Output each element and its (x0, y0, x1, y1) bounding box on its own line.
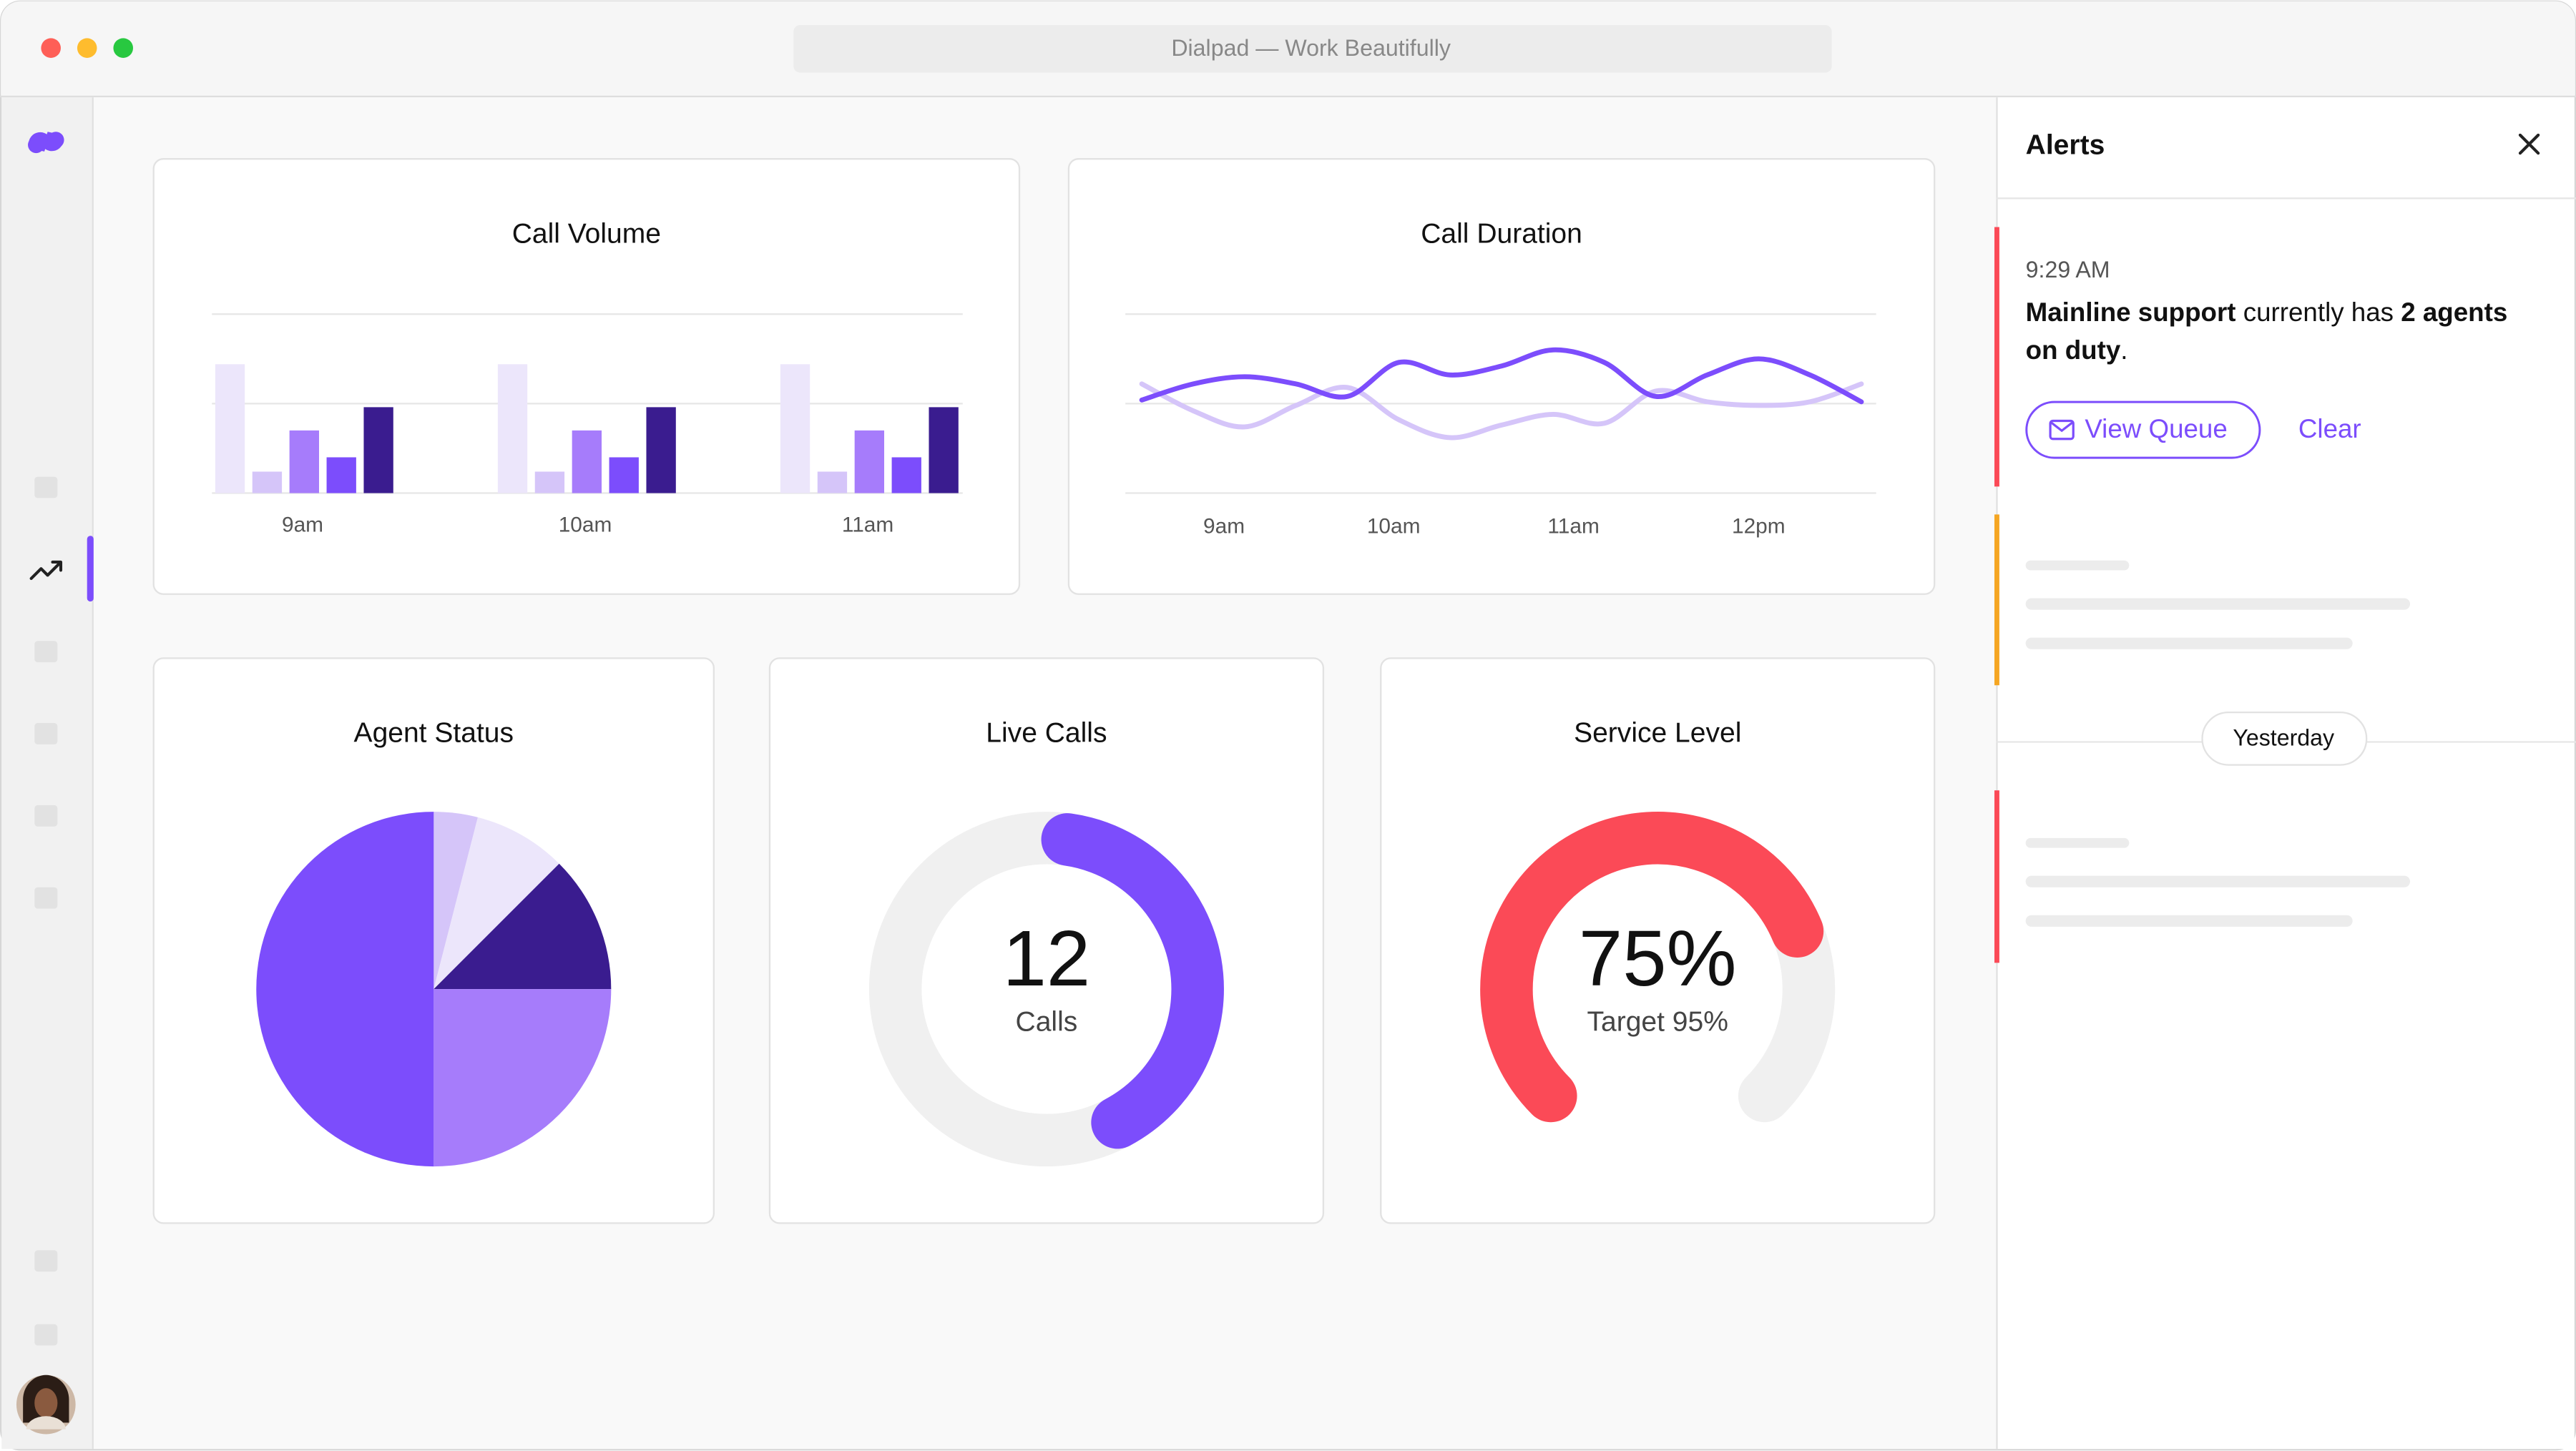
button-outline (2025, 400, 2261, 459)
close-light[interactable] (41, 38, 61, 58)
nav-icon[interactable] (34, 1324, 58, 1346)
bar (929, 407, 959, 493)
gauge-value: 75% (1579, 915, 1737, 1003)
bar (363, 407, 393, 493)
pie-slice (434, 863, 612, 990)
avatar-shirt (26, 1416, 66, 1430)
panel-title: Alerts (2026, 129, 2105, 160)
bar (780, 364, 810, 493)
bar (572, 430, 602, 493)
alert-severity-bar (1994, 227, 1999, 487)
pie-slice (434, 817, 559, 990)
pie-slice (434, 812, 478, 990)
logo-part (28, 137, 45, 154)
line-series (1139, 381, 1864, 441)
pie-slice (434, 989, 612, 1167)
skeleton (2025, 837, 2130, 848)
skeleton (2025, 875, 2411, 887)
card-title: Live Calls (986, 717, 1107, 748)
skeleton (2025, 560, 2130, 571)
x-tick-label: 11am (842, 513, 893, 536)
gauge-arc (1480, 812, 1824, 1123)
x-tick-label: 10am (559, 513, 612, 536)
donut-arc (1041, 813, 1224, 1149)
nav-icon[interactable] (34, 1250, 58, 1272)
alerts-panel (1996, 97, 2575, 1450)
bar (252, 471, 283, 493)
card-title: Call Duration (1421, 218, 1582, 249)
bar (326, 457, 356, 493)
mail-icon (2050, 421, 2074, 433)
skeleton (2025, 915, 2353, 927)
divider-label: Yesterday (2233, 725, 2334, 751)
nav-icon[interactable] (34, 723, 58, 744)
close-button[interactable] (2518, 133, 2540, 155)
message-part: 2 agents (2401, 297, 2507, 327)
x-tick-label: 12pm (1732, 515, 1786, 538)
button-label: View Queue (2085, 414, 2227, 443)
message-part: Mainline support (2026, 297, 2236, 327)
divider-pill (2201, 711, 2368, 766)
nav-icon[interactable] (34, 641, 58, 663)
bar (289, 430, 319, 493)
logo[interactable] (28, 132, 64, 154)
bar (854, 430, 885, 493)
minimize-light[interactable] (77, 38, 97, 58)
bar (497, 364, 528, 493)
alert-message: Mainline support currently has 2 agents (2026, 297, 2508, 327)
card-title: Service Level (1574, 717, 1741, 748)
bar (646, 407, 676, 493)
clear-button[interactable]: Clear (2298, 414, 2361, 443)
message-part: . (2120, 335, 2127, 365)
pie-slice (256, 812, 434, 1167)
skeleton (2025, 637, 2353, 649)
window-title: Dialpad — Work Beautifully (1171, 35, 1451, 61)
avatar-face (34, 1388, 58, 1418)
bar (609, 457, 639, 493)
card-title: Call Volume (512, 218, 661, 249)
gauge-subtitle: Target 95% (1587, 1007, 1728, 1038)
x-tick-label: 9am (1203, 515, 1245, 538)
message-part: currently has (2236, 297, 2401, 327)
bar (891, 457, 921, 493)
x-tick-label: 11am (1547, 515, 1599, 538)
analytics-icon[interactable] (29, 560, 63, 581)
logo-part (47, 132, 64, 149)
alert-time: 9:29 AM (2026, 257, 2110, 282)
line-series (1139, 347, 1864, 405)
message-part: on duty (2026, 335, 2121, 365)
charts: 9am 10am 11am 9am 10am 11am 12pm 12 Calls 75% Targ… (212, 313, 1876, 1167)
alert-message: on duty. (2026, 335, 2128, 365)
view-queue-button[interactable]: View Queue (2025, 400, 2261, 459)
nav-icon[interactable] (34, 887, 58, 909)
bar (534, 471, 565, 493)
address-field (793, 25, 1832, 73)
alert-severity-bar (1994, 514, 1999, 686)
mail-icon (2049, 419, 2075, 441)
active-indicator (87, 536, 94, 602)
card-title: Agent Status (354, 717, 514, 748)
sidebar (1, 97, 92, 1450)
donut-value: 12 (1003, 915, 1091, 1003)
zoom-light[interactable] (113, 38, 134, 58)
donut-label: Calls (1016, 1007, 1078, 1038)
nav-icon[interactable] (34, 476, 58, 498)
x-tick-label: 9am (282, 513, 323, 536)
card (1067, 158, 1936, 595)
alert-severity-bar (1994, 790, 1999, 963)
bar (215, 364, 245, 493)
nav-icon[interactable] (34, 805, 58, 827)
avatar[interactable] (16, 1374, 76, 1435)
skeleton (2025, 598, 2411, 610)
bar (817, 471, 848, 493)
x-tick-label: 10am (1367, 515, 1421, 538)
